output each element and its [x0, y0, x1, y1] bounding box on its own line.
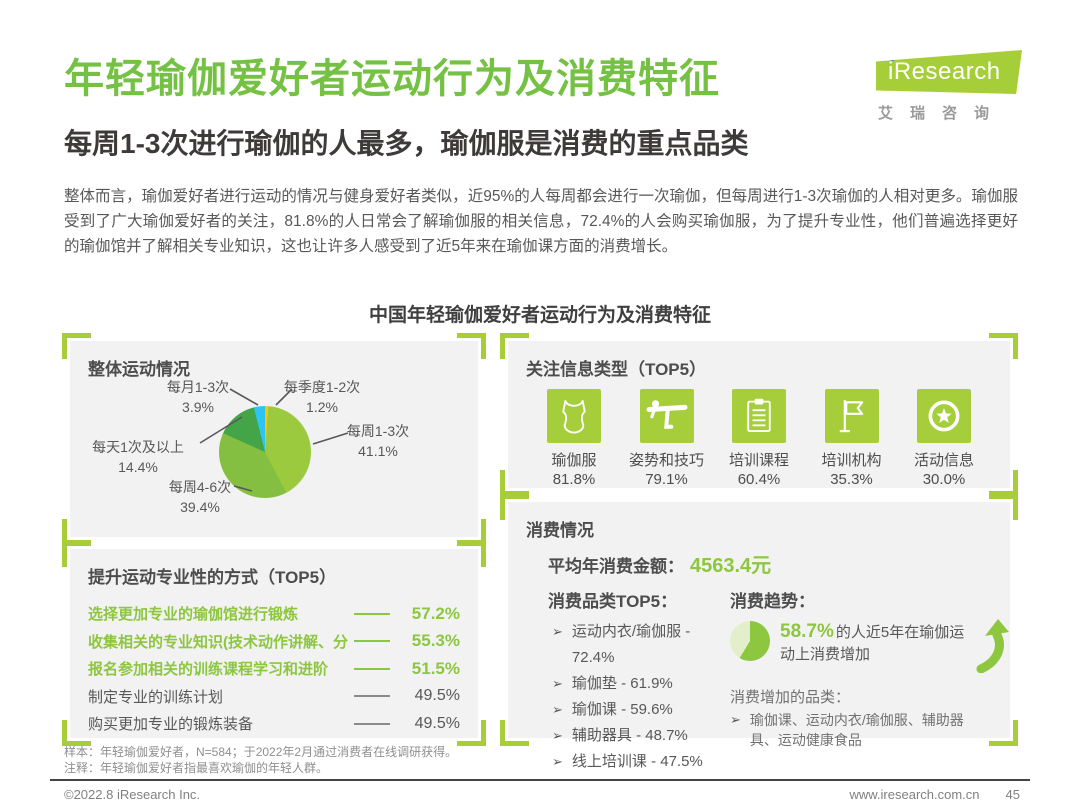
logo-brand-chinese: 艾瑞咨询: [878, 105, 1007, 122]
arrow-bullet-icon: ➢: [552, 702, 563, 717]
pie-label-daily: 每天1次及以上 14.4%: [92, 439, 184, 475]
corner-bracket: [62, 720, 91, 746]
footer-bar: ©2022.8 iResearch Inc. www.iresearch.com…: [64, 787, 1020, 802]
arrow-bullet-icon: ➢: [552, 676, 563, 691]
avg-spend-value: 4563.4元: [690, 555, 772, 577]
panel-consumption-title: 消费情况: [526, 521, 594, 540]
corner-bracket: [500, 470, 529, 496]
activity-pie-area: 每月1-3次 3.9% 每季度1-2次 1.2% 每周1-3次 41.1% 每天1次及…: [70, 341, 478, 537]
yoga-pose-icon: [639, 389, 694, 443]
list-item: ➢ 瑜伽课 - 59.6%: [552, 697, 728, 723]
corner-bracket: [457, 333, 486, 359]
footnote-note: 注释：年轻瑜伽爱好者指最喜欢瑜伽的年轻人群。: [64, 761, 329, 775]
corner-bracket: [457, 541, 486, 567]
info-card-events: 活动信息 30.0%: [900, 389, 988, 488]
page-title: 年轻瑜伽爱好者运动行为及消费特征: [64, 57, 720, 101]
consumption-top5: 消费品类TOP5： ➢ 运动内衣/瑜伽服 - 72.4% ➢ 瑜伽垫 - 61.9%…: [548, 587, 728, 775]
increase-categories-title: 消费增加的品类：: [730, 689, 851, 706]
leader-dash: [354, 640, 390, 643]
corner-bracket: [989, 333, 1018, 359]
website-link[interactable]: www.iresearch.com.cn: [849, 787, 980, 802]
iresearch-logo-shape: iResearch: [876, 50, 1022, 94]
info-card-pose-skill: 姿势和技巧 79.1%: [623, 389, 711, 488]
pie-label-quarterly: 每季度1-2次 1.2%: [283, 379, 361, 415]
copyright-text: ©2022.8 iResearch Inc.: [64, 787, 201, 802]
improve-row: 报名参加相关的训练课程学习和进阶 51.5%: [88, 658, 460, 679]
arrow-bullet-icon: ➢: [552, 728, 563, 743]
arrow-bullet-icon: ➢: [552, 754, 563, 769]
corner-bracket: [457, 720, 486, 746]
trend-percentage: 58.7%: [780, 621, 834, 642]
improve-row: 制定专业的训练计划 49.5%: [88, 687, 460, 706]
improve-row: 收集相关的专业知识(技术动作讲解、分析) 55.3%: [88, 631, 460, 651]
pie-label-monthly: 每月1-3次 3.9%: [166, 379, 230, 415]
leader-dash: [354, 722, 390, 725]
corner-bracket: [989, 494, 1018, 520]
vest-icon: [547, 389, 601, 443]
pie-leader-lines: [199, 388, 349, 492]
pie-label-weekly-1-3: 每周1-3次 41.1%: [346, 423, 410, 459]
iresearch-logo: iResearch 艾瑞咨询: [876, 50, 1026, 123]
leader-dash: [354, 612, 390, 615]
logo-brand-text: iResearch: [888, 58, 1001, 85]
panel-info-title: 关注信息类型（TOP5）: [526, 360, 707, 379]
corner-bracket: [62, 541, 91, 567]
corner-bracket: [500, 333, 529, 359]
corner-bracket: [500, 494, 529, 520]
list-item: ➢ 线上培训课 - 47.5%: [552, 749, 728, 775]
leader-dash: [354, 695, 390, 698]
arrow-bullet-icon: ➢: [552, 624, 563, 639]
panel-improve-ways: 提升运动专业性的方式（TOP5） 选择更加专业的瑜伽馆进行锻炼 57.2% 收集相…: [62, 541, 486, 746]
panel-improve-title: 提升运动专业性的方式（TOP5）: [88, 568, 337, 587]
consumption-top5-list: ➢ 运动内衣/瑜伽服 - 72.4% ➢ 瑜伽垫 - 61.9% ➢ 瑜伽课 - 59…: [552, 619, 728, 775]
list-item: ➢ 运动内衣/瑜伽服 - 72.4%: [552, 619, 728, 671]
info-card-yoga-clothes: 瑜伽服 81.8%: [530, 389, 618, 488]
page-subtitle: 每周1-3次进行瑜伽的人最多，瑜伽服是消费的重点品类: [64, 128, 749, 159]
increase-categories: ➢ 瑜伽课、运动内衣/瑜伽服、辅助器具、运动健康食品: [730, 712, 964, 748]
footnotes: 样本：年轻瑜伽爱好者，N=584；于2022年2月通过消费者在线调研获得。 注释…: [64, 744, 457, 776]
info-card-institutions: 培训机构 35.3%: [808, 389, 896, 488]
trend-statement: 58.7% 的人近5年在瑜伽运动上消费增加: [780, 621, 965, 663]
panel-info-types: 关注信息类型（TOP5） 瑜伽服 81.8%: [500, 333, 1018, 496]
improve-row: 选择更加专业的瑜伽馆进行锻炼 57.2%: [88, 603, 460, 624]
panel-consumption: 消费情况 平均年消费金额： 4563.4元 消费品类TOP5： ➢ 运动内衣/瑜伽服…: [500, 494, 1018, 770]
footnote-sample: 样本：年轻瑜伽爱好者，N=584；于2022年2月通过消费者在线调研获得。: [64, 745, 458, 759]
corner-bracket: [62, 333, 91, 359]
figure-title: 中国年轻瑜伽爱好者运动行为及消费特征: [368, 305, 711, 326]
info-card-row: 瑜伽服 81.8% 姿势和技巧 79.1%: [530, 389, 988, 488]
improve-list: 选择更加专业的瑜伽馆进行锻炼 57.2% 收集相关的专业知识(技术动作讲解、分析)…: [88, 600, 460, 738]
page-number: 45: [1005, 787, 1020, 802]
leader-dash: [354, 667, 390, 670]
flag-icon: [824, 389, 879, 443]
star-badge-icon: [917, 389, 971, 443]
pie-label-weekly-4-6: 每周4-6次 39.4%: [168, 479, 232, 515]
logo-i-dot-icon: [889, 54, 896, 61]
consumption-trend: 消费趋势： 58.7% 的人近5年在瑜伽运动上消费增加 消费增加的品类：: [728, 587, 1010, 775]
corner-bracket: [989, 720, 1018, 746]
arrow-bullet-icon: ➢: [730, 712, 741, 727]
clipboard-icon: [732, 389, 786, 443]
summary-paragraph: 整体而言，瑜伽爱好者进行运动的情况与健身爱好者类似，近95%的人每周都会进行一次…: [64, 188, 1018, 255]
list-item: ➢ 瑜伽垫 - 61.9%: [552, 671, 728, 697]
corner-bracket: [500, 720, 529, 746]
footer-divider: [50, 779, 1030, 781]
corner-bracket: [989, 470, 1018, 496]
improve-row: 购买更加专业的锻炼装备 49.5%: [88, 714, 460, 734]
trend-pie-chart: [730, 621, 770, 661]
avg-annual-spend: 平均年消费金额： 4563.4元: [548, 555, 772, 577]
info-card-courses: 培训课程 60.4%: [715, 389, 803, 488]
panel-overall-title: 整体运动情况: [88, 360, 190, 379]
panel-overall-activity: 整体运动情况 每月1-3次 3.9% 每季度1-2次 1.2% 每周1-3次 41.1…: [62, 333, 486, 545]
list-item: ➢ 辅助器具 - 48.7%: [552, 723, 728, 749]
up-arrow-icon: [976, 619, 1009, 673]
